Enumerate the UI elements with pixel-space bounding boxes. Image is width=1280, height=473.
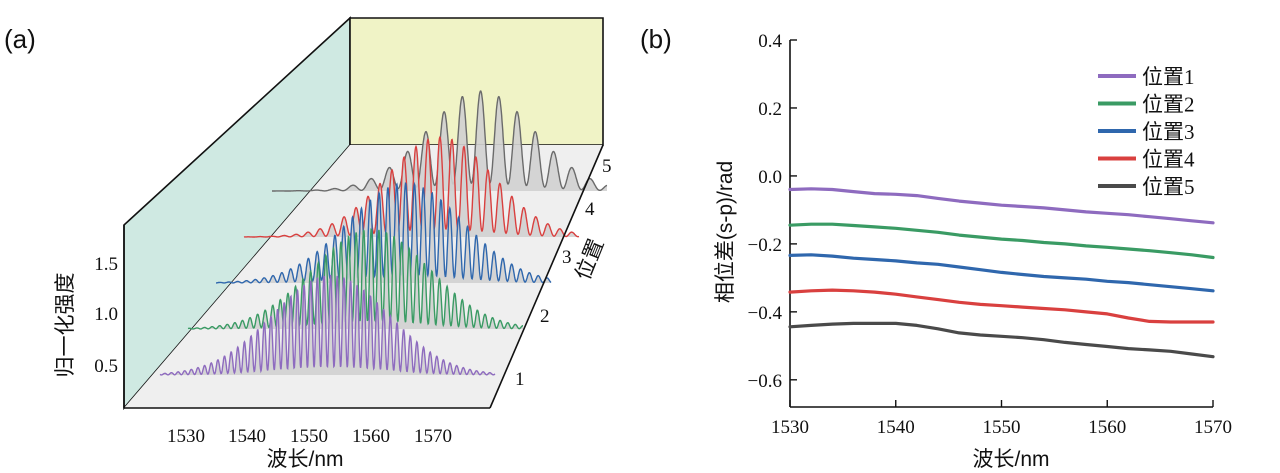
x-tick-label: 1550 <box>290 426 328 447</box>
position-tick-label: 4 <box>585 199 595 220</box>
legend: 位置1 位置2 位置3 位置4 位置5 <box>1098 65 1195 199</box>
panel-b: (b) 1530 1540 1550 1560 1570 0.4 0.2 0.0 −0.2 −0.… <box>640 24 1232 471</box>
y-tick-label: −0.6 <box>748 371 782 392</box>
panel-a: (a) 1530 1540 1550 1560 1570 波长/nm 0.5 1… <box>4 16 612 471</box>
x-tick-label: 1560 <box>352 426 390 447</box>
trace-position-2 <box>187 228 523 330</box>
y-axis-ticks: 0.5 1.0 1.5 <box>94 254 118 377</box>
position-axis <box>489 144 604 409</box>
x-axis-ticks: 1530 1540 1550 1560 1570 <box>167 426 452 447</box>
x-tick-label: 1570 <box>414 426 452 447</box>
panel-b-axes: 1530 1540 1550 1560 1570 0.4 0.2 0.0 −0.2 −0.4 −0.… <box>748 31 1232 438</box>
x-axis-title: 波长/nm <box>972 448 1049 471</box>
position-tick-label: 1 <box>515 369 525 390</box>
x-tick-label: 1540 <box>877 417 915 438</box>
legend-label: 位置5 <box>1142 175 1195 199</box>
legend-label: 位置4 <box>1142 148 1195 172</box>
x-tick-label: 1550 <box>983 417 1021 438</box>
panel-b-label: (b) <box>640 24 672 54</box>
x-tick-label: 1530 <box>771 417 809 438</box>
legend-label: 位置3 <box>1142 120 1195 144</box>
panel-b-series <box>788 187 1215 359</box>
series-line-4 <box>788 288 1215 324</box>
panel-a-label: (a) <box>4 24 36 54</box>
trace-position-1 <box>159 275 496 376</box>
series-line-3 <box>788 253 1215 293</box>
y-tick-label: 1.0 <box>94 304 118 325</box>
position-tick-label: 3 <box>562 247 572 268</box>
position-tick-label: 2 <box>540 306 550 327</box>
x-tick-label: 1530 <box>167 426 205 447</box>
waterfall-traces <box>159 90 608 376</box>
trace-position-4 <box>243 136 580 238</box>
y-tick-label: 1.5 <box>94 254 118 275</box>
y-axis-title: 归一化强度 <box>54 273 77 378</box>
position-tick-label: 5 <box>602 156 612 177</box>
x-axis-title: 波长/nm <box>266 448 343 471</box>
series-line-1 <box>788 187 1215 225</box>
position-axis-ticks: 1 2 3 4 5 <box>515 156 612 390</box>
y-tick-label: 0.2 <box>758 99 782 120</box>
legend-label: 位置1 <box>1142 65 1195 89</box>
y-tick-label: −0.4 <box>748 303 783 324</box>
y-tick-label: 0.4 <box>758 31 782 52</box>
trace-position-3 <box>216 181 552 284</box>
trace-fill-position-3 <box>216 183 551 283</box>
y-tick-label: 0.5 <box>94 356 118 377</box>
x-tick-label: 1540 <box>228 426 266 447</box>
series-line-2 <box>788 222 1215 260</box>
trace-fill-position-2 <box>188 229 523 329</box>
y-tick-label: −0.2 <box>748 235 782 256</box>
y-tick-label: 0.0 <box>758 167 782 188</box>
x-tick-label: 1570 <box>1194 417 1232 438</box>
x-tick-label: 1560 <box>1088 417 1126 438</box>
y-axis-title: 相位差(s-p)/rad <box>714 161 737 303</box>
position-axis-title: 位置 <box>571 236 608 284</box>
series-line-5 <box>788 321 1215 359</box>
legend-label: 位置2 <box>1142 93 1195 117</box>
